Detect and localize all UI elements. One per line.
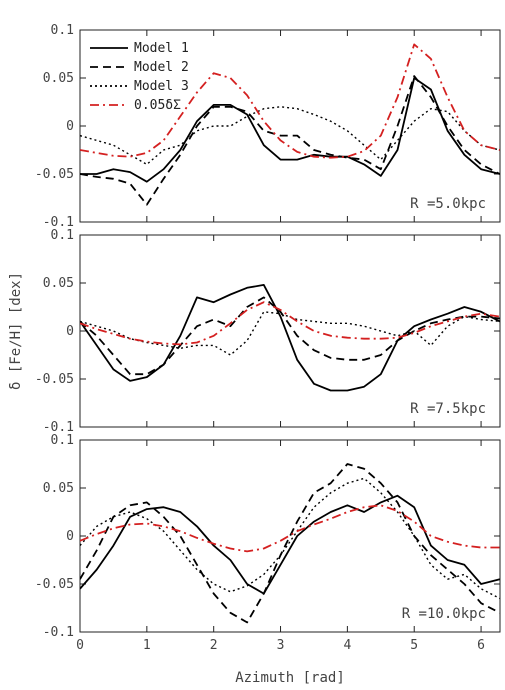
series-line-0-05 [80,301,500,346]
y-tick-label: 0.1 [51,228,74,243]
panel-frame [79,234,501,428]
y-tick-label: 0 [66,324,74,339]
y-tick-label: 0.1 [51,433,74,448]
x-tick-label: 4 [343,638,351,653]
x-tick-label: 5 [410,638,418,653]
y-tick-label: 0 [66,529,74,544]
series-line-model-3 [80,106,500,166]
panel-frame [79,29,501,223]
legend: Model 1 Model 2 Model 3 0.05δΣ [90,41,189,113]
panel-frame [79,439,501,633]
x-tick-label: 2 [210,638,218,653]
x-tick-label: 3 [277,638,285,653]
y-tick-label: 0 [66,119,74,134]
panel-3: -0.1 -0.05 0 0.05 0.1 0 1 2 3 4 5 6 R =10.0kpc [35,433,501,653]
x-axis-label: Azimuth [rad] [235,670,345,686]
y-tick-label: -0.05 [35,167,74,182]
legend-label-model-3: Model 3 [134,79,189,94]
series-line-model-2 [80,463,500,624]
x-tick-label: 1 [143,638,151,653]
series-line-model-1 [80,494,500,595]
series-line-model-1 [80,77,500,183]
panel-label: R =7.5kpc [410,401,486,417]
y-tick-label: 0.1 [51,23,74,38]
panel-1: -0.1 -0.05 0 0.05 0.1 R =5.0kpc Model 1 Model 2… [35,23,501,230]
x-tick-label: 0 [76,638,84,653]
panel-2: -0.1 -0.05 0 0.05 0.1 R =7.5kpc [35,228,501,435]
series-line-model-1 [80,284,500,392]
y-tick-label: -0.1 [43,625,74,640]
series-line-0-05 [80,504,500,553]
y-tick-label: 0.05 [43,71,74,86]
y-tick-label: -0.05 [35,577,74,592]
series-line-model-3 [80,477,500,600]
y-tick-label: -0.1 [43,420,74,435]
panel-label: R =5.0kpc [410,196,486,212]
legend-label-0-05: 0.05δΣ [134,98,181,113]
legend-label-model-1: Model 1 [134,41,189,56]
y-tick-label: 0.05 [43,276,74,291]
panel-label: R =10.0kpc [402,606,486,622]
series-line-0-05 [80,43,500,159]
legend-label-model-2: Model 2 [134,60,189,75]
y-axis-label: δ [Fe/H] [dex] [8,272,24,390]
x-tick-label: 6 [477,638,485,653]
y-tick-label: 0.05 [43,481,74,496]
series-line-model-2 [80,296,500,376]
y-tick-label: -0.05 [35,372,74,387]
y-tick-label: -0.1 [43,215,74,230]
series-line-model-2 [80,75,500,206]
